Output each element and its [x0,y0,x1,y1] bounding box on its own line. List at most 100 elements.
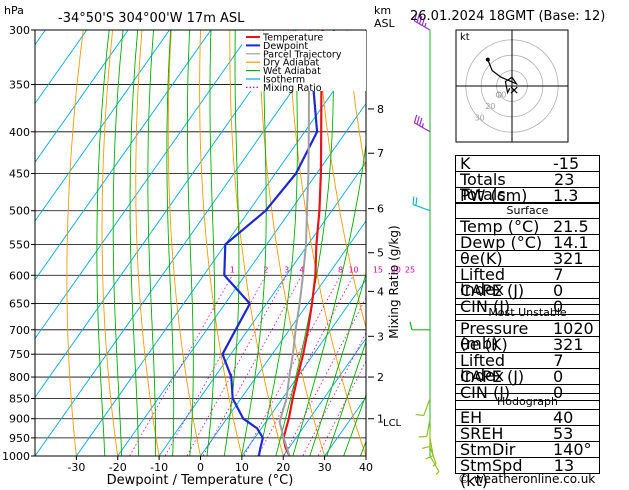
mixing-ratio-line [178,275,287,473]
row-value: 0 [553,283,593,298]
row-value: 7 [553,267,593,282]
mixing-ratio-label: 25 [405,265,415,274]
row-value: -15 [553,156,593,171]
row-label: SREH [460,426,503,441]
isotherm [0,30,211,456]
y-tick-label: 450 [9,167,30,180]
row-label: Lifted Index [460,267,553,282]
dry-adiabat [67,18,85,473]
row-value: 13 [554,458,593,473]
km-tick-label: 2 [377,371,384,384]
y-tick-label: 850 [9,392,30,405]
row-label: Dewp (°C) [460,235,542,250]
row-value: 23 [554,172,593,187]
row-label: EH [460,410,482,425]
row-label: Lifted Index [460,353,553,368]
mixing-ratio-label: 4 [299,265,304,274]
table-row: Temp (°C)21.5 [456,218,599,234]
surface-title: Surface [456,203,599,218]
dry-adiabat [102,18,120,473]
table-row: StmDir 140° [456,441,599,457]
mixing-ratio-label: 3 [284,265,289,274]
row-label: θe(K) [460,251,503,266]
table-row: CAPE (J) 0 [456,282,599,298]
hodograph-ring-label: 20 [485,102,495,111]
row-value: 14.1 [553,235,593,250]
row-value: 321 [553,337,593,352]
row-value: 40 [553,410,593,425]
km-label: km [374,4,391,17]
row-label: K [460,156,471,171]
x-tick-label: -30 [67,461,85,474]
hpa-label: hPa [4,4,24,17]
location-title: -34°50'S 304°00'W 17m ASL [58,11,245,26]
row-value: 53 [553,426,593,441]
most-unstable-title: Most Unstable [456,305,599,320]
row-value: 321 [553,251,593,266]
row-label: StmDir [460,442,515,457]
y-tick-label: 800 [9,371,30,384]
mixing-ratio-axis-label: Mixing Ratio (g/kg) [387,225,401,338]
km-tick-label: 5 [377,247,384,260]
table-row: Pressure (mb)1020 [456,320,599,336]
wind-barb [426,438,434,459]
row-value: 1020 [553,321,593,336]
mixing-ratio-label: 2 [263,265,268,274]
asl-label: ASL [374,17,396,30]
row-label: CAPE (J) [460,283,524,298]
km-tick-label: 8 [377,103,384,116]
y-tick-label: 500 [9,205,30,218]
legend-entry: Mixing Ratio [263,83,322,94]
table-row: StmSpd (kt)13 [456,457,599,473]
wind-barb [416,398,430,415]
wet-adiabat [97,18,111,473]
row-value: 1.3 [553,188,593,203]
y-tick-label: 750 [9,348,30,361]
y-tick-label: 950 [9,432,30,445]
y-tick-label: 300 [9,24,30,37]
mixing-ratio-line [249,275,354,473]
km-tick-label: 4 [377,285,384,298]
mixing-ratio-line [120,275,232,473]
row-label: StmSpd (kt) [460,458,554,473]
mixing-ratio-label: 1 [230,265,235,274]
dry-adiabat [608,18,629,473]
isotherm [0,30,252,456]
km-tick-label: 7 [377,147,384,160]
y-tick-label: 600 [9,269,30,282]
row-label: Temp (°C) [460,219,539,234]
km-tick-label: 3 [377,330,384,343]
row-value: 140° [553,442,593,457]
table-row: θe (K) 321 [456,336,599,352]
lcl-label: LCL [383,418,402,429]
row-label: Totals Totals [460,172,554,187]
mixing-ratio-label: 8 [338,265,343,274]
y-tick-label: 900 [9,413,30,426]
storm-motion-marker: ✕ [509,83,519,97]
wind-barb [414,115,430,132]
wet-adiabat [187,18,193,473]
km-tick-label: 6 [377,203,384,216]
datetime-title: 26.01.2024 18GMT (Base: 12) [410,9,605,24]
table-row: EH 40 [456,409,599,425]
table-row: K -15 [456,156,599,171]
x-tick-label: 30 [318,461,332,474]
hodograph-kt-label: kt [460,32,470,43]
hodograph-end-point [486,58,490,62]
wet-adiabat [148,18,156,473]
row-value: 7 [553,353,593,368]
table-row: PW (cm)1.3 [456,187,599,203]
hodograph-ring-label: 30 [475,114,485,123]
wet-adiabat [167,18,174,473]
wind-barb [422,428,430,448]
table-row: θe(K) 321 [456,250,599,266]
mixing-ratio-label: 10 [348,265,358,274]
y-tick-label: 1000 [2,450,30,463]
row-label: θe (K) [460,337,508,352]
